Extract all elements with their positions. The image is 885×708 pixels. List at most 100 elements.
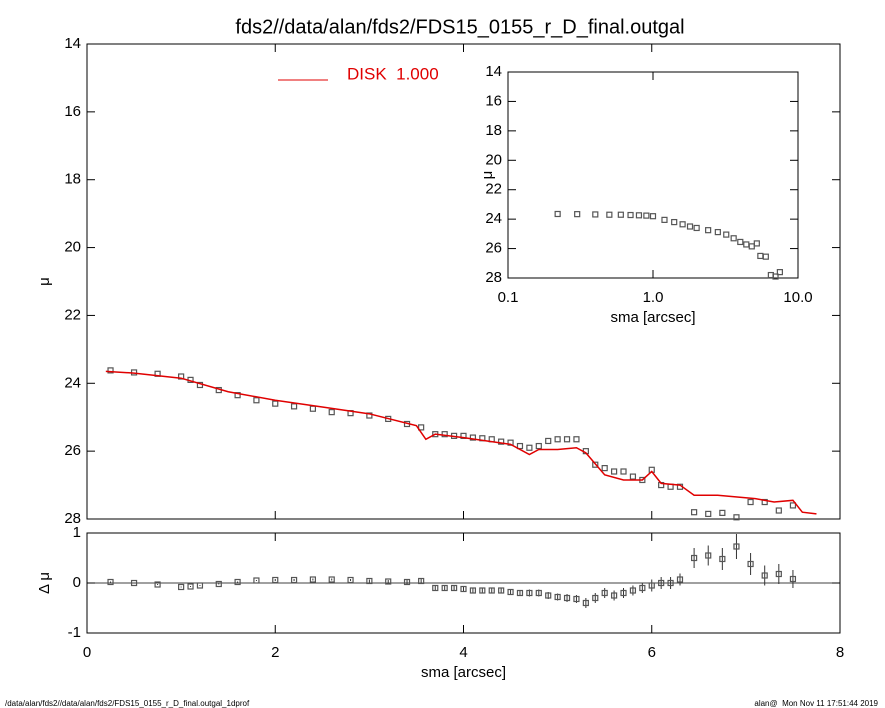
y-tick-label: 14 bbox=[64, 35, 81, 52]
x-tick-label: 0.1 bbox=[498, 289, 519, 306]
data-point bbox=[328, 409, 335, 416]
data-point bbox=[733, 514, 740, 521]
residual-point bbox=[545, 592, 552, 599]
y-axis-label: Δ μ bbox=[36, 572, 53, 594]
x-axis-label: sma [arcsec] bbox=[610, 309, 695, 326]
residual-point bbox=[648, 582, 655, 589]
y-tick-label: 24 bbox=[485, 210, 502, 227]
data-point bbox=[723, 231, 730, 238]
residual-point bbox=[418, 577, 425, 585]
model-line bbox=[105, 370, 817, 515]
data-point bbox=[772, 273, 779, 280]
residual-point bbox=[309, 576, 316, 583]
residual-point bbox=[507, 588, 514, 596]
residual-point bbox=[385, 578, 392, 585]
data-point bbox=[545, 437, 552, 445]
residual-point bbox=[610, 592, 618, 599]
data-point bbox=[610, 468, 618, 475]
y-tick-label: 16 bbox=[64, 103, 81, 120]
y-tick-label: 24 bbox=[64, 374, 81, 391]
y-tick-label: 26 bbox=[485, 240, 502, 257]
residual-point bbox=[601, 589, 608, 597]
y-tick-label: 28 bbox=[64, 510, 81, 527]
y-tick-label: 18 bbox=[485, 122, 502, 139]
y-tick-label: 14 bbox=[485, 63, 502, 80]
chart-title: fds2//data/alan/fds2/FDS15_0155_r_D_fina… bbox=[235, 16, 684, 38]
y-axis-label: μ bbox=[479, 171, 496, 180]
y-tick-label: 20 bbox=[485, 151, 502, 168]
data-point bbox=[789, 502, 797, 509]
x-tick-label: 2 bbox=[271, 644, 279, 661]
residual-point bbox=[460, 585, 467, 593]
y-tick-label: 0 bbox=[73, 574, 81, 591]
residual-point bbox=[154, 581, 161, 588]
data-point bbox=[107, 367, 114, 374]
residual-point bbox=[639, 584, 646, 592]
y-tick-label: 20 bbox=[64, 239, 81, 256]
data-point bbox=[418, 424, 425, 431]
data-point bbox=[762, 253, 769, 260]
residual-point bbox=[187, 583, 194, 590]
residual-point bbox=[403, 578, 411, 586]
data-point bbox=[592, 461, 599, 468]
data-point bbox=[234, 392, 241, 399]
residual-point bbox=[328, 576, 335, 583]
data-point bbox=[617, 211, 624, 218]
data-point bbox=[753, 240, 760, 247]
residual-point bbox=[592, 594, 599, 602]
data-point bbox=[649, 213, 657, 220]
y-tick-label: 22 bbox=[485, 181, 502, 198]
data-point bbox=[526, 444, 533, 451]
data-point bbox=[705, 227, 712, 234]
residual-point bbox=[733, 543, 740, 550]
x-tick-label: 1.0 bbox=[643, 289, 664, 306]
data-point bbox=[629, 473, 637, 480]
data-point bbox=[574, 211, 581, 218]
data-point bbox=[309, 405, 316, 412]
residual-point bbox=[215, 580, 222, 588]
y-axis-label: μ bbox=[36, 277, 53, 286]
footer-right: alan@ Mon Nov 11 17:51:44 2019 bbox=[754, 699, 878, 708]
residual-point bbox=[747, 560, 754, 568]
residual-point bbox=[469, 587, 477, 594]
residual-point bbox=[554, 593, 561, 601]
data-point bbox=[747, 498, 754, 506]
data-point bbox=[620, 468, 627, 475]
residual-point bbox=[234, 578, 241, 586]
residual-point bbox=[441, 584, 448, 592]
residual-point bbox=[253, 577, 260, 584]
residual-point bbox=[719, 555, 726, 563]
data-point bbox=[743, 241, 750, 248]
data-point bbox=[441, 431, 448, 438]
data-point bbox=[705, 510, 712, 518]
data-point bbox=[643, 212, 650, 219]
footer-left: /data/alan/fds2//data/alan/fds2/FDS15_01… bbox=[5, 699, 250, 708]
x-tick-label: 8 bbox=[836, 644, 844, 661]
residual-point bbox=[366, 577, 373, 585]
residual-point bbox=[775, 570, 782, 578]
x-tick-label: 0 bbox=[83, 644, 91, 661]
residual-point bbox=[761, 572, 768, 579]
data-point bbox=[498, 438, 505, 445]
y-tick-label: 1 bbox=[73, 524, 81, 541]
data-point bbox=[757, 252, 764, 260]
residual-point bbox=[516, 589, 524, 597]
data-point bbox=[554, 210, 561, 218]
data-point bbox=[469, 434, 477, 441]
data-point bbox=[748, 243, 755, 250]
data-point bbox=[606, 211, 613, 218]
data-point bbox=[661, 216, 668, 223]
residual-point bbox=[705, 552, 712, 559]
data-point bbox=[253, 397, 260, 404]
residual-point bbox=[498, 587, 505, 594]
y-tick-label: 22 bbox=[64, 306, 81, 323]
legend-label: DISK 1.000 bbox=[347, 64, 439, 83]
residual-point bbox=[667, 579, 674, 587]
residual-point bbox=[479, 587, 486, 594]
data-point bbox=[775, 507, 782, 514]
residual-point bbox=[573, 595, 580, 603]
residual-point bbox=[563, 594, 571, 602]
data-point bbox=[290, 403, 298, 410]
residual-point bbox=[130, 579, 138, 587]
data-point bbox=[761, 498, 768, 506]
